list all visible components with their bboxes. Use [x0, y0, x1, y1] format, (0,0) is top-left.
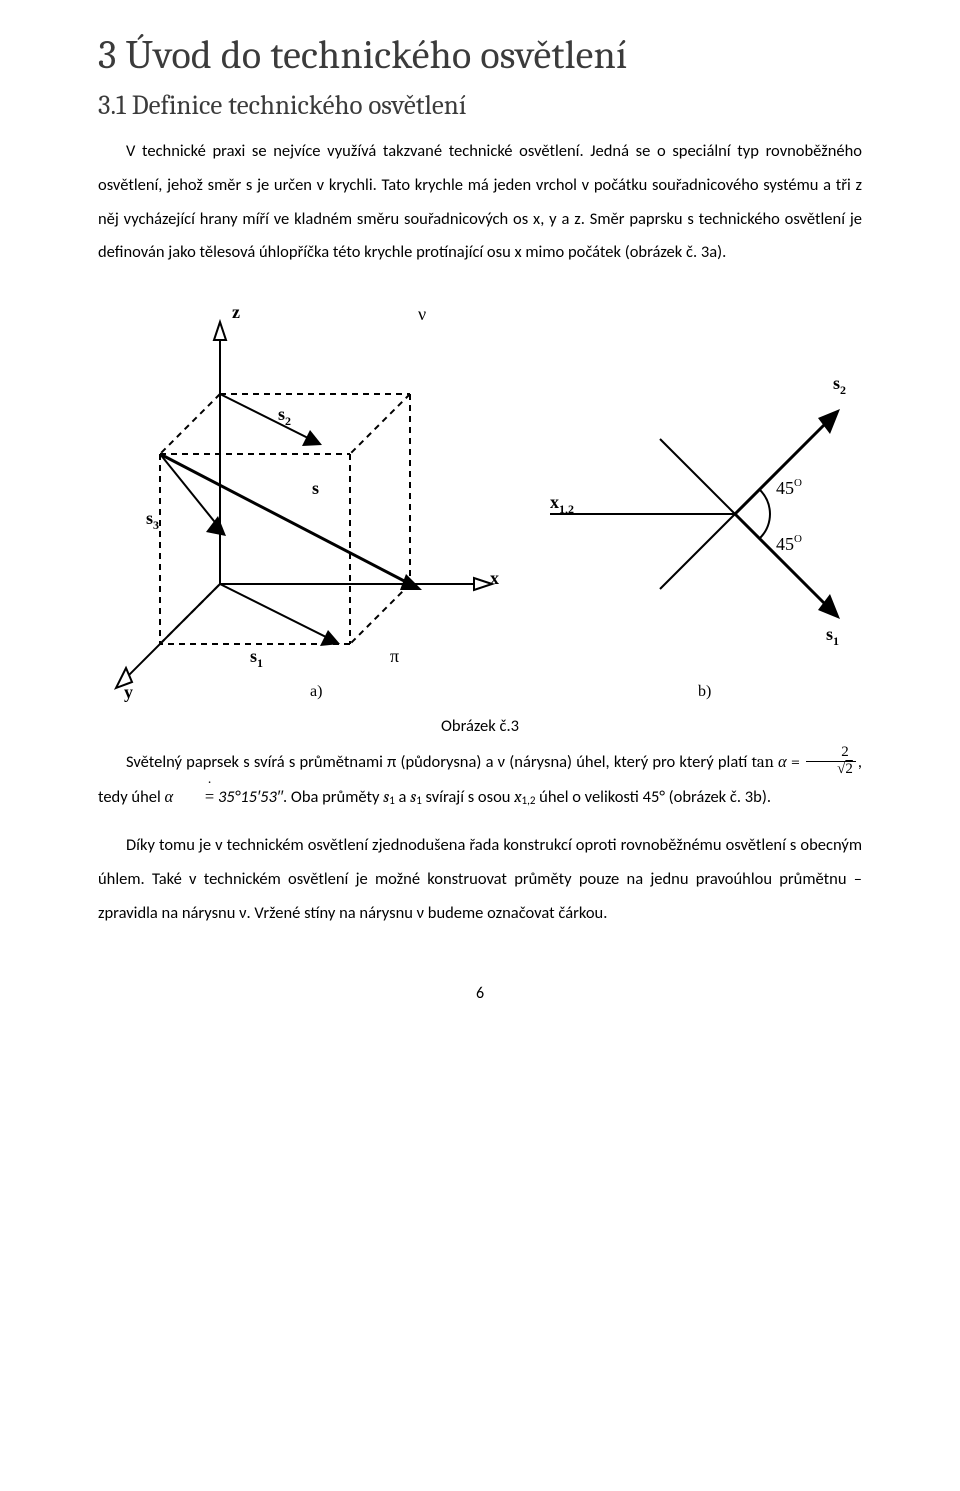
p2-x12: x: [514, 788, 521, 807]
p2-eq: =: [791, 753, 804, 772]
fig-a-label-s: s: [312, 478, 319, 498]
fig-a-label-y: y: [124, 682, 133, 702]
p2-alpha1: α: [778, 753, 787, 772]
section-title: 3.1 Definice technického osvětlení: [98, 90, 862, 121]
p2-alpha2: α: [165, 788, 174, 807]
fig-b-label-s2: s2: [833, 373, 846, 397]
paragraph-3: Díky tomu je v technickém osvětlení zjed…: [98, 829, 862, 930]
chapter-title: 3 Úvod do technického osvětlení: [98, 32, 862, 78]
figure-3-svg: z ν s2 s s3 x s1 π y a) s2 45O 45O x1,2 …: [110, 284, 850, 704]
p2-and: a: [395, 787, 410, 807]
paragraph-1: V technické praxi se nejvíce využívá tak…: [98, 135, 862, 270]
p2-angle: 35°15′53′′: [214, 787, 283, 807]
p2-frac-den: √2: [806, 762, 856, 778]
fig-b-label-b: b): [698, 683, 711, 700]
figure-caption: Obrázek č.3: [98, 716, 862, 736]
p2-tan: tan: [751, 753, 773, 772]
p2-a: Světelný paprsek s svírá s průmětnami π …: [126, 752, 751, 772]
p2-d: svírají s osou: [422, 787, 514, 807]
p2-doteq: =: [177, 780, 214, 814]
p2-c: . Oba průměty: [283, 787, 383, 807]
fig-a-label-nu: ν: [418, 304, 426, 324]
fig-b-label-s1: s1: [826, 624, 839, 648]
p2-frac: 2 √2: [806, 745, 856, 778]
fig-a-label-s3: s3: [146, 508, 159, 532]
page-number: 6: [98, 984, 862, 1003]
p2-frac-num: 2: [806, 745, 856, 762]
fig-a-label-z: z: [232, 302, 240, 322]
p2-e: úhel o velikosti 45° (obrázek č. 3b).: [535, 787, 771, 807]
fig-b-label-45a: 45O: [776, 477, 802, 498]
fig-a-label-s1: s1: [250, 646, 263, 670]
fig-a-label-pi: π: [390, 646, 399, 666]
fig-b-label-45b: 45O: [776, 533, 802, 554]
fig-a-label-a: a): [310, 683, 322, 700]
fig-a-label-x: x: [490, 568, 499, 588]
fig-b-label-x12: x1,2: [550, 492, 574, 516]
p2-sub12: 1,2: [522, 794, 536, 807]
paragraph-2: Světelný paprsek s svírá s průmětnami π …: [98, 746, 862, 815]
figure-3: z ν s2 s s3 x s1 π y a) s2 45O 45O x1,2 …: [98, 284, 862, 708]
